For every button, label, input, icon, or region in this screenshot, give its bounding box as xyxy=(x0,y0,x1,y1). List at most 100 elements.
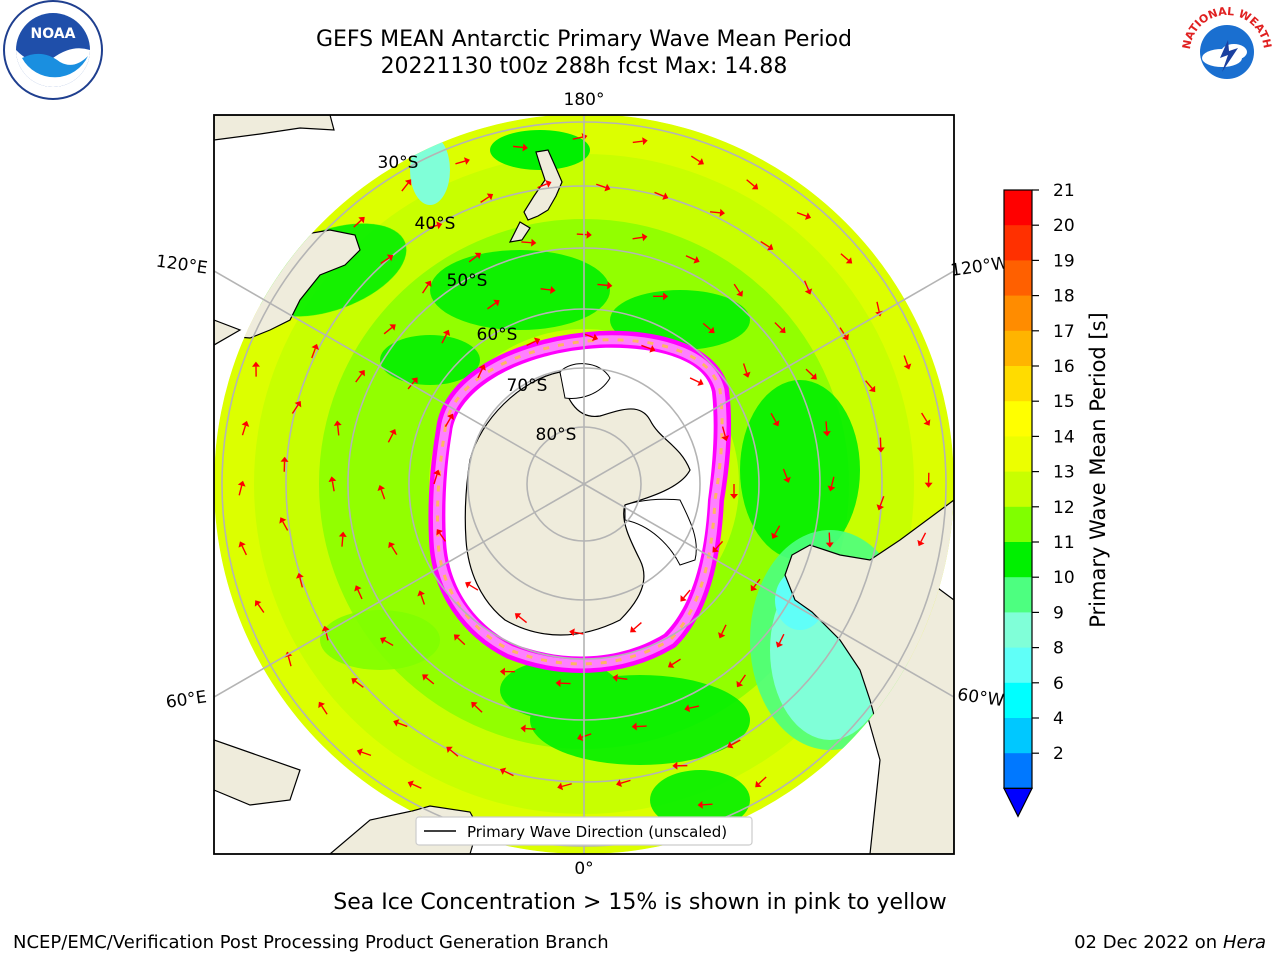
wave-arrow-shaft xyxy=(770,412,777,423)
wave-arrow-head xyxy=(630,626,637,633)
wave-arrow-head xyxy=(446,746,453,753)
lon-label-180: 180° xyxy=(564,90,605,110)
wave-arrow-shaft xyxy=(291,404,299,414)
wave-arrow-head xyxy=(641,233,648,242)
wave-arrow-shaft xyxy=(830,476,835,487)
colorbar-tick-label: 15 xyxy=(1053,392,1075,412)
wave-arrow-shaft xyxy=(876,301,880,312)
wave-arrow-shaft xyxy=(401,182,409,192)
wave-arrow-head xyxy=(499,767,507,775)
lat-label-60s: 60°S xyxy=(477,325,518,345)
wave-arrow-shaft xyxy=(355,373,363,383)
wave-arrow-head xyxy=(771,532,779,539)
wave-arrow-shaft xyxy=(796,211,807,217)
wave-arrow-shaft xyxy=(337,425,340,436)
lat-label-40s: 40°S xyxy=(415,214,456,234)
colorbar-segment xyxy=(1004,471,1032,508)
wave-arrow-shaft xyxy=(632,140,643,144)
wave-arrow-head xyxy=(557,782,564,791)
wave-arrow-head xyxy=(389,428,397,436)
wave-arrow-shaft xyxy=(357,589,363,600)
wave-arrow-head xyxy=(358,369,365,377)
wave-arrow-head xyxy=(667,661,675,668)
wave-arrow-shaft xyxy=(739,674,747,684)
wave-arrow-shaft xyxy=(387,433,394,443)
wave-arrow-shaft xyxy=(512,145,524,149)
wave-arrow-shaft xyxy=(383,326,393,335)
wave-arrow-head xyxy=(708,326,715,334)
wave-arrow-shaft xyxy=(518,615,528,624)
wave-arrow-head xyxy=(531,238,537,247)
wave-arrow-head xyxy=(388,541,396,549)
wave-arrow-shaft xyxy=(468,584,479,591)
wave-arrow-head xyxy=(238,541,246,548)
colorbar-label: Primary Wave Mean Period [s] xyxy=(1086,312,1110,628)
wave-arrow-shaft xyxy=(721,624,727,635)
wave-arrow-shaft xyxy=(439,532,446,542)
wave-arrow-head xyxy=(804,212,812,220)
sea-ice-edge xyxy=(428,330,732,673)
wave-arrow-shaft xyxy=(685,255,696,261)
wave-arrow-shaft xyxy=(572,136,583,140)
wave-arrow-head xyxy=(311,343,319,350)
wave-arrow-shaft xyxy=(525,727,536,730)
wave-arrow-shaft xyxy=(353,219,362,228)
wave-arrow-head xyxy=(486,193,494,201)
wave-arrow-shaft xyxy=(384,639,394,647)
colorbar-segment xyxy=(1004,612,1032,649)
wave-arrow-head xyxy=(321,625,330,632)
wave-arrow-head xyxy=(251,361,260,367)
wave-arrow-head xyxy=(718,632,726,639)
wave-arrow-head xyxy=(649,345,656,353)
wave-arrow-shaft xyxy=(778,633,785,644)
wave-arrow-shaft xyxy=(449,749,459,757)
colorbar-tick-label: 18 xyxy=(1053,287,1075,307)
wave-arrow-shaft xyxy=(391,545,398,556)
wave-arrow-head xyxy=(730,494,738,499)
wave-arrow-head xyxy=(474,252,482,260)
map-legend: Primary Wave Direction (unscaled) xyxy=(415,816,753,846)
sea-ice-caption: Sea Ice Concentration > 15% is shown in … xyxy=(333,890,947,915)
wave-arrow-head xyxy=(237,480,246,487)
wave-arrow-head xyxy=(442,329,451,337)
wave-arrow-shaft xyxy=(241,545,248,556)
wave-arrow-shaft xyxy=(468,255,478,263)
wave-arrow-head xyxy=(822,431,831,437)
wave-arrow-head xyxy=(545,180,552,188)
wave-arrow-head xyxy=(577,733,584,741)
wave-arrow-head xyxy=(783,476,791,483)
lon-label-120e: 120°E xyxy=(155,252,209,279)
wave-arrow-head xyxy=(338,531,347,537)
wave-arrow-head xyxy=(354,585,362,592)
wave-arrow-shaft xyxy=(758,776,767,785)
wave-arrow-head xyxy=(868,385,876,393)
wave-arrow-head xyxy=(333,420,342,426)
wave-arrow-shaft xyxy=(840,253,849,261)
wave-arrow-shaft xyxy=(774,525,781,535)
wave-arrow-shaft xyxy=(425,677,435,685)
wave-arrow-shaft xyxy=(921,412,928,422)
wave-arrow-head xyxy=(377,484,386,492)
wave-arrow-shaft xyxy=(341,536,344,547)
colorbar-segment xyxy=(1004,682,1032,719)
lat-label-50s: 50°S xyxy=(447,271,488,291)
wave-arrow-shaft xyxy=(576,233,587,236)
wave-arrow-shaft xyxy=(709,211,721,214)
wave-arrow-head xyxy=(719,208,725,217)
wave-arrow-shaft xyxy=(480,196,490,203)
wave-arrow-shaft xyxy=(633,622,642,630)
meridian-lines xyxy=(214,115,954,854)
wave-arrow-head xyxy=(876,447,885,453)
wave-arrow-shaft xyxy=(521,241,532,244)
colorbar-tick-label: 19 xyxy=(1053,251,1075,271)
colorbar-extend-triangle xyxy=(1003,787,1033,818)
wave-arrow-shaft xyxy=(689,377,700,383)
wave-arrow-shaft xyxy=(782,468,788,479)
wave-arrow-head xyxy=(592,333,599,342)
wave-arrow-head xyxy=(411,377,418,384)
colorbar-segment xyxy=(1004,647,1032,684)
wave-arrow-shaft xyxy=(721,426,726,437)
colorbar-segment xyxy=(1004,753,1032,789)
wave-arrow-shaft xyxy=(537,183,548,189)
